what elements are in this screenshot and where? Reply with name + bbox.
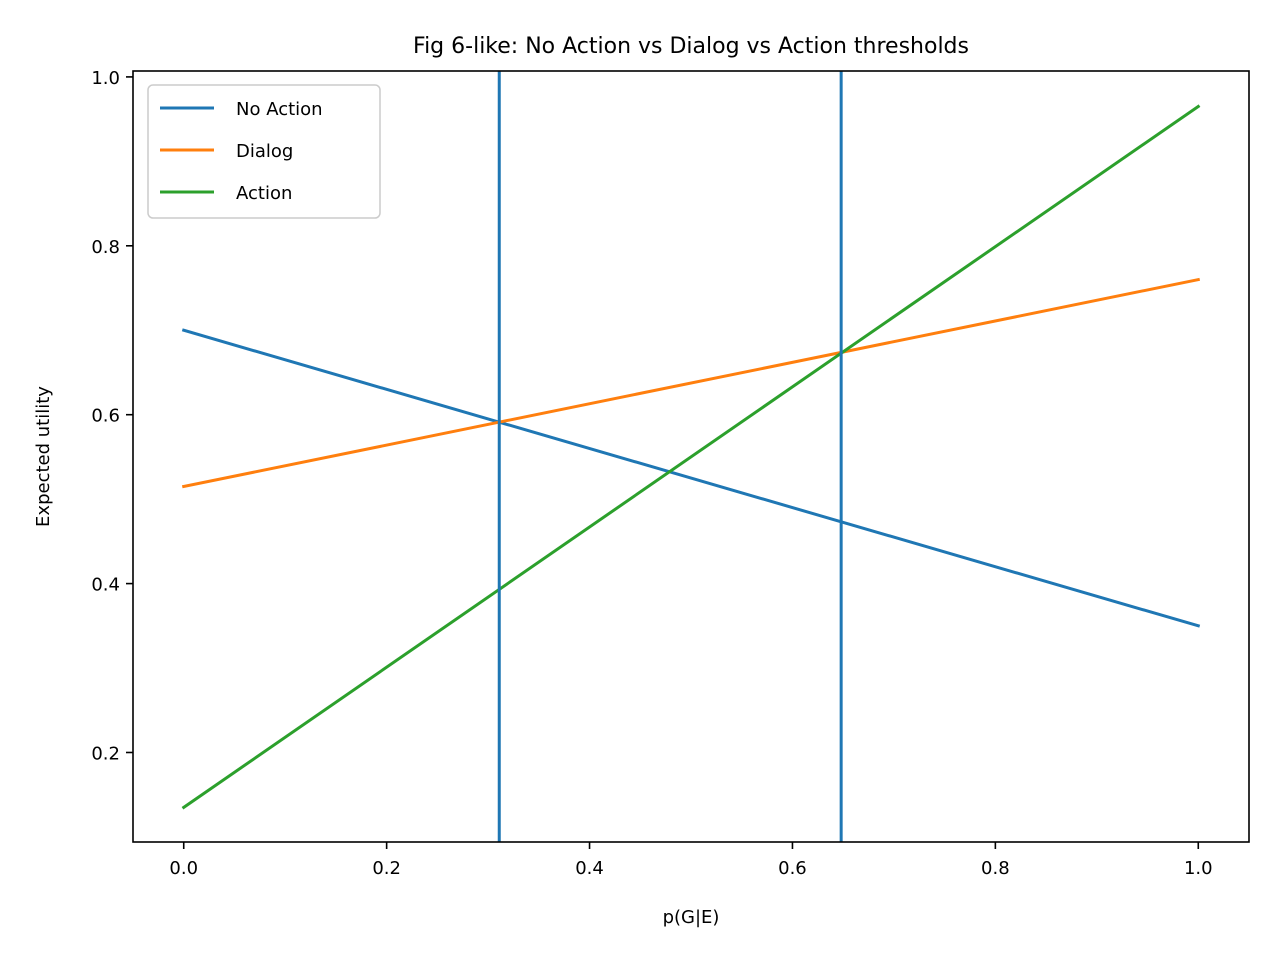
x-tick-label: 0.4: [575, 858, 604, 879]
y-tick-label: 0.8: [91, 237, 120, 258]
axes: 0.0 0.2 0.4 0.6 0.8 1.0 0.2 0.4 0.6 0.8 1.0: [91, 68, 1250, 879]
x-tick-label: 1.0: [1184, 858, 1213, 879]
legend-label: Dialog: [236, 141, 293, 162]
legend-label: No Action: [236, 99, 323, 120]
y-tick-label: 0.2: [91, 743, 120, 764]
y-tick-label: 0.4: [91, 575, 120, 596]
y-tick-label: 1.0: [91, 68, 120, 89]
y-axis-label: Expected utility: [33, 386, 54, 527]
x-tick-label: 0.2: [372, 858, 401, 879]
plot-area: [181, 71, 1201, 842]
axes-frame: [132, 70, 1250, 843]
legend-label: Action: [236, 183, 292, 204]
x-axis-label: p(G|E): [663, 907, 720, 928]
legend: No Action Dialog Action: [147, 84, 381, 219]
series-line-dialog: [181, 277, 1201, 489]
y-tick-label: 0.6: [91, 406, 120, 427]
x-tick-label: 0.6: [778, 858, 807, 879]
x-tick-label: 0.0: [169, 858, 198, 879]
chart-title: Fig 6-like: No Action vs Dialog vs Actio…: [413, 34, 969, 59]
series-line-action: [181, 104, 1201, 810]
series-line-no-action: [181, 328, 1201, 628]
legend-box: [147, 84, 381, 219]
x-tick-label: 0.8: [981, 858, 1010, 879]
